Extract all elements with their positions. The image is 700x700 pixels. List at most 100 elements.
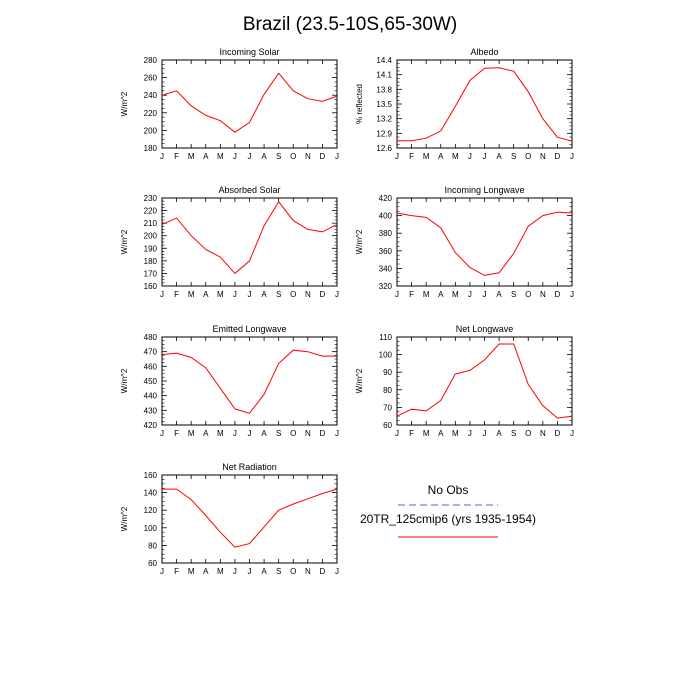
chart-title: Incoming Longwave [444, 185, 524, 195]
x-tick-label: S [511, 152, 516, 161]
plot-frame [161, 336, 338, 426]
x-tick-label: J [233, 429, 237, 438]
x-tick-label: M [452, 429, 459, 438]
y-tick-label: 120 [144, 506, 158, 515]
y-tick-label: 320 [379, 282, 393, 291]
x-tick-label: O [290, 567, 296, 576]
y-tick-label: 140 [144, 489, 158, 498]
chart-title: Net Radiation [222, 462, 277, 472]
y-tick-label: 230 [144, 194, 158, 203]
legend: No Obs 20TR_125cmip6 (yrs 1935-1954) [360, 483, 536, 538]
y-tick-label: 200 [144, 126, 158, 135]
series-line-net-longwave [396, 343, 573, 419]
plot-frame [396, 336, 573, 426]
x-tick-label: D [320, 429, 326, 438]
x-tick-label: J [248, 429, 252, 438]
x-tick-label: J [468, 152, 472, 161]
y-tick-label: 430 [144, 406, 158, 415]
y-tick-label: 13.2 [376, 115, 392, 124]
x-tick-label: A [203, 567, 209, 576]
x-tick-label: M [188, 152, 195, 161]
main-title: Brazil (23.5-10S,65-30W) [243, 14, 457, 35]
x-tick-label: S [276, 290, 281, 299]
plot-frame [396, 59, 573, 149]
chart-title: Albedo [470, 47, 498, 57]
y-tick-label: 220 [144, 207, 158, 216]
x-tick-label: J [483, 152, 487, 161]
y-tick-label: 160 [144, 471, 158, 480]
x-tick-label: M [423, 429, 430, 438]
x-tick-label: J [468, 429, 472, 438]
x-tick-label: S [276, 429, 281, 438]
y-axis-label: W/m^2 [120, 91, 129, 116]
x-tick-label: D [320, 567, 326, 576]
x-tick-label: F [409, 429, 414, 438]
x-tick-label: J [248, 290, 252, 299]
x-tick-label: M [217, 567, 224, 576]
chart-title: Incoming Solar [219, 47, 279, 57]
series-line-albedo [397, 67, 573, 142]
y-tick-label: 440 [144, 392, 158, 401]
series-line-net-radiation [162, 488, 338, 548]
x-tick-label: M [188, 429, 195, 438]
x-tick-label: A [496, 152, 502, 161]
y-tick-label: 60 [383, 421, 392, 430]
x-tick-label: N [305, 429, 311, 438]
y-tick-label: 12.9 [376, 129, 392, 138]
x-tick-label: F [174, 152, 179, 161]
x-tick-label: M [452, 290, 459, 299]
series-line-incoming-solar [161, 72, 338, 133]
x-tick-label: D [555, 429, 561, 438]
chart-title: Emitted Longwave [212, 324, 286, 334]
y-tick-label: 180 [144, 257, 158, 266]
y-tick-label: 220 [144, 109, 158, 118]
x-tick-label: J [483, 290, 487, 299]
x-tick-label: F [174, 567, 179, 576]
x-tick-label: A [261, 152, 267, 161]
x-tick-label: O [525, 429, 531, 438]
y-axis-label: W/m^2 [355, 229, 364, 254]
x-tick-label: S [511, 429, 516, 438]
x-tick-label: J [160, 290, 164, 299]
x-tick-label: A [496, 290, 502, 299]
x-tick-label: J [160, 567, 164, 576]
y-tick-label: 200 [144, 232, 158, 241]
x-tick-label: N [540, 152, 546, 161]
y-tick-label: 170 [144, 269, 158, 278]
x-tick-label: D [555, 152, 561, 161]
x-tick-label: F [174, 429, 179, 438]
x-tick-label: D [320, 290, 326, 299]
x-tick-label: S [276, 567, 281, 576]
x-tick-label: M [188, 567, 195, 576]
x-tick-label: F [409, 290, 414, 299]
x-tick-label: J [335, 152, 339, 161]
y-tick-label: 80 [148, 541, 157, 550]
x-tick-label: N [540, 429, 546, 438]
y-tick-label: 80 [383, 386, 392, 395]
y-tick-label: 70 [383, 403, 392, 412]
x-tick-label: J [570, 152, 574, 161]
x-tick-label: J [570, 429, 574, 438]
x-tick-label: A [261, 290, 267, 299]
x-tick-label: J [248, 152, 252, 161]
y-tick-label: 210 [144, 219, 158, 228]
x-tick-label: M [217, 429, 224, 438]
x-tick-label: M [217, 290, 224, 299]
y-tick-label: 240 [144, 91, 158, 100]
y-tick-label: 380 [379, 229, 393, 238]
x-tick-label: O [525, 290, 531, 299]
y-tick-label: 450 [144, 377, 158, 386]
y-tick-label: 190 [144, 244, 158, 253]
x-tick-label: S [511, 290, 516, 299]
x-tick-label: J [335, 290, 339, 299]
series-line-emitted-longwave [161, 349, 337, 414]
y-tick-label: 13.8 [376, 85, 392, 94]
x-tick-label: A [438, 429, 444, 438]
